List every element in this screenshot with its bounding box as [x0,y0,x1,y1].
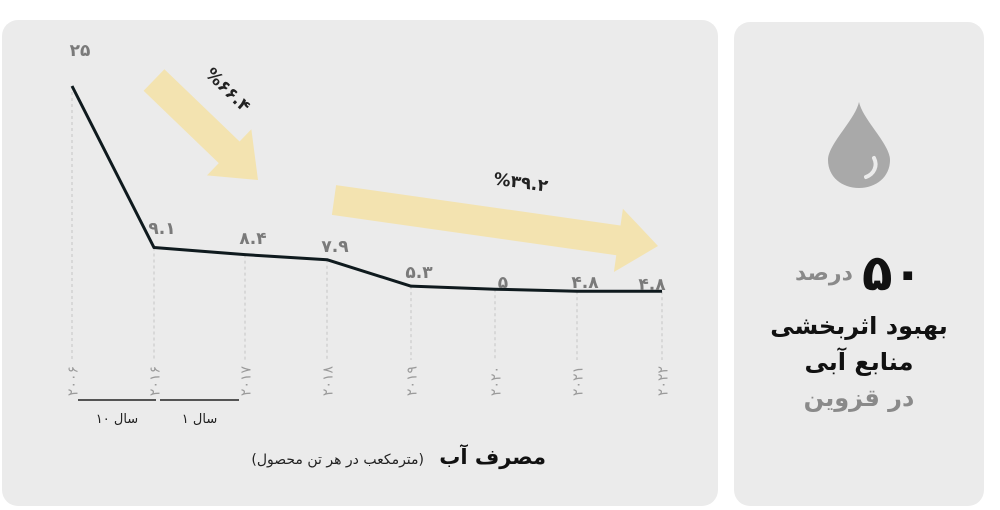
water-consumption-chart: %۶۶.۴ %۳۹.۲ ۲۵ ۹.۱ ۸.۴ ۷.۹ ۵.۳ ۵ ۴.۸ ۴.۸ ۲۰۰۶ ۲۰۱… [66,41,672,469]
data-label: ۸.۴ [239,229,266,249]
reduction-percent-label: %۳۹.۲ [492,169,549,196]
improvement-number: ۵۰ [861,244,924,302]
chart-title: مصرف آب [439,444,546,469]
duration-span-label: ۱۰ سال [96,412,138,427]
improvement-unit: درصد [794,260,853,286]
data-label: ۷.۹ [321,237,349,257]
summary-line-1: بهبود اثربخشی [770,312,948,340]
chart-panel: %۶۶.۴ %۳۹.۲ ۲۵ ۹.۱ ۸.۴ ۷.۹ ۵.۳ ۵ ۴.۸ ۴.۸ ۲۰۰۶ ۲۰۱… [2,20,718,506]
summary-line-2: منابع آبی [804,348,914,376]
data-label: ۲۵ [70,41,91,61]
x-tick-label: ۲۰۱۷ [239,366,255,397]
reduction-percent-label: %۶۶.۴ [201,64,254,116]
duration-span-label: ۱ سال [182,412,217,427]
x-tick-label: ۲۰۲۲ [656,366,672,396]
trend-arrow [143,69,258,180]
x-tick-label: ۲۰۱۹ [405,366,421,396]
data-label: ۴.۸ [571,273,599,293]
x-tick-label: ۲۰۱۸ [321,366,337,397]
summary-panel: ۵۰ درصد بهبود اثربخشی منابع آبی در قزوین [734,22,984,506]
x-tick-label: ۲۰۰۶ [66,366,82,396]
data-label: ۴.۸ [638,275,666,295]
summary-line-3: در قزوین [803,384,915,412]
improvement-percent: ۵۰ درصد [734,244,984,302]
x-tick-label: ۲۰۱۶ [148,366,164,396]
series-line [70,85,662,293]
chart-unit: (مترمکعب در هر تن محصول) [251,452,424,468]
water-drop-icon [828,102,890,188]
trend-arrow [331,185,658,273]
data-label: ۵.۳ [405,263,433,283]
data-label: ۵ [498,273,508,293]
x-tick-label: ۲۰۲۱ [571,366,587,396]
data-label: ۹.۱ [148,219,175,239]
x-tick-label: ۲۰۲۰ [489,366,505,396]
